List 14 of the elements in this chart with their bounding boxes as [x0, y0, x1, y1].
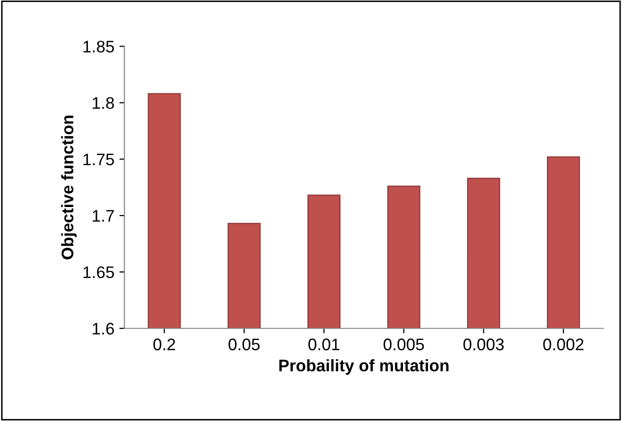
- x-tick-label: 0.003: [463, 338, 504, 350]
- x-tick-label: 0.05: [228, 338, 260, 350]
- y-tick-label: 1.85: [84, 40, 114, 53]
- x-tick-label: 0.002: [543, 338, 584, 350]
- x-axis-title: Probaility of mutation: [279, 359, 448, 375]
- y-tick-label: 1.65: [84, 266, 114, 278]
- x-tick-label: 0.005: [384, 338, 424, 350]
- x-tick-label: 0.2: [153, 338, 176, 350]
- y-tick-label: 1.7: [92, 210, 114, 222]
- y-tick-label: 1.8: [92, 97, 114, 109]
- y-tick-label: 1.75: [84, 154, 114, 166]
- y-axis-title: Objective function: [61, 116, 77, 260]
- y-tick-label: 1.6: [92, 322, 114, 335]
- x-tick-label: 0.01: [308, 338, 340, 350]
